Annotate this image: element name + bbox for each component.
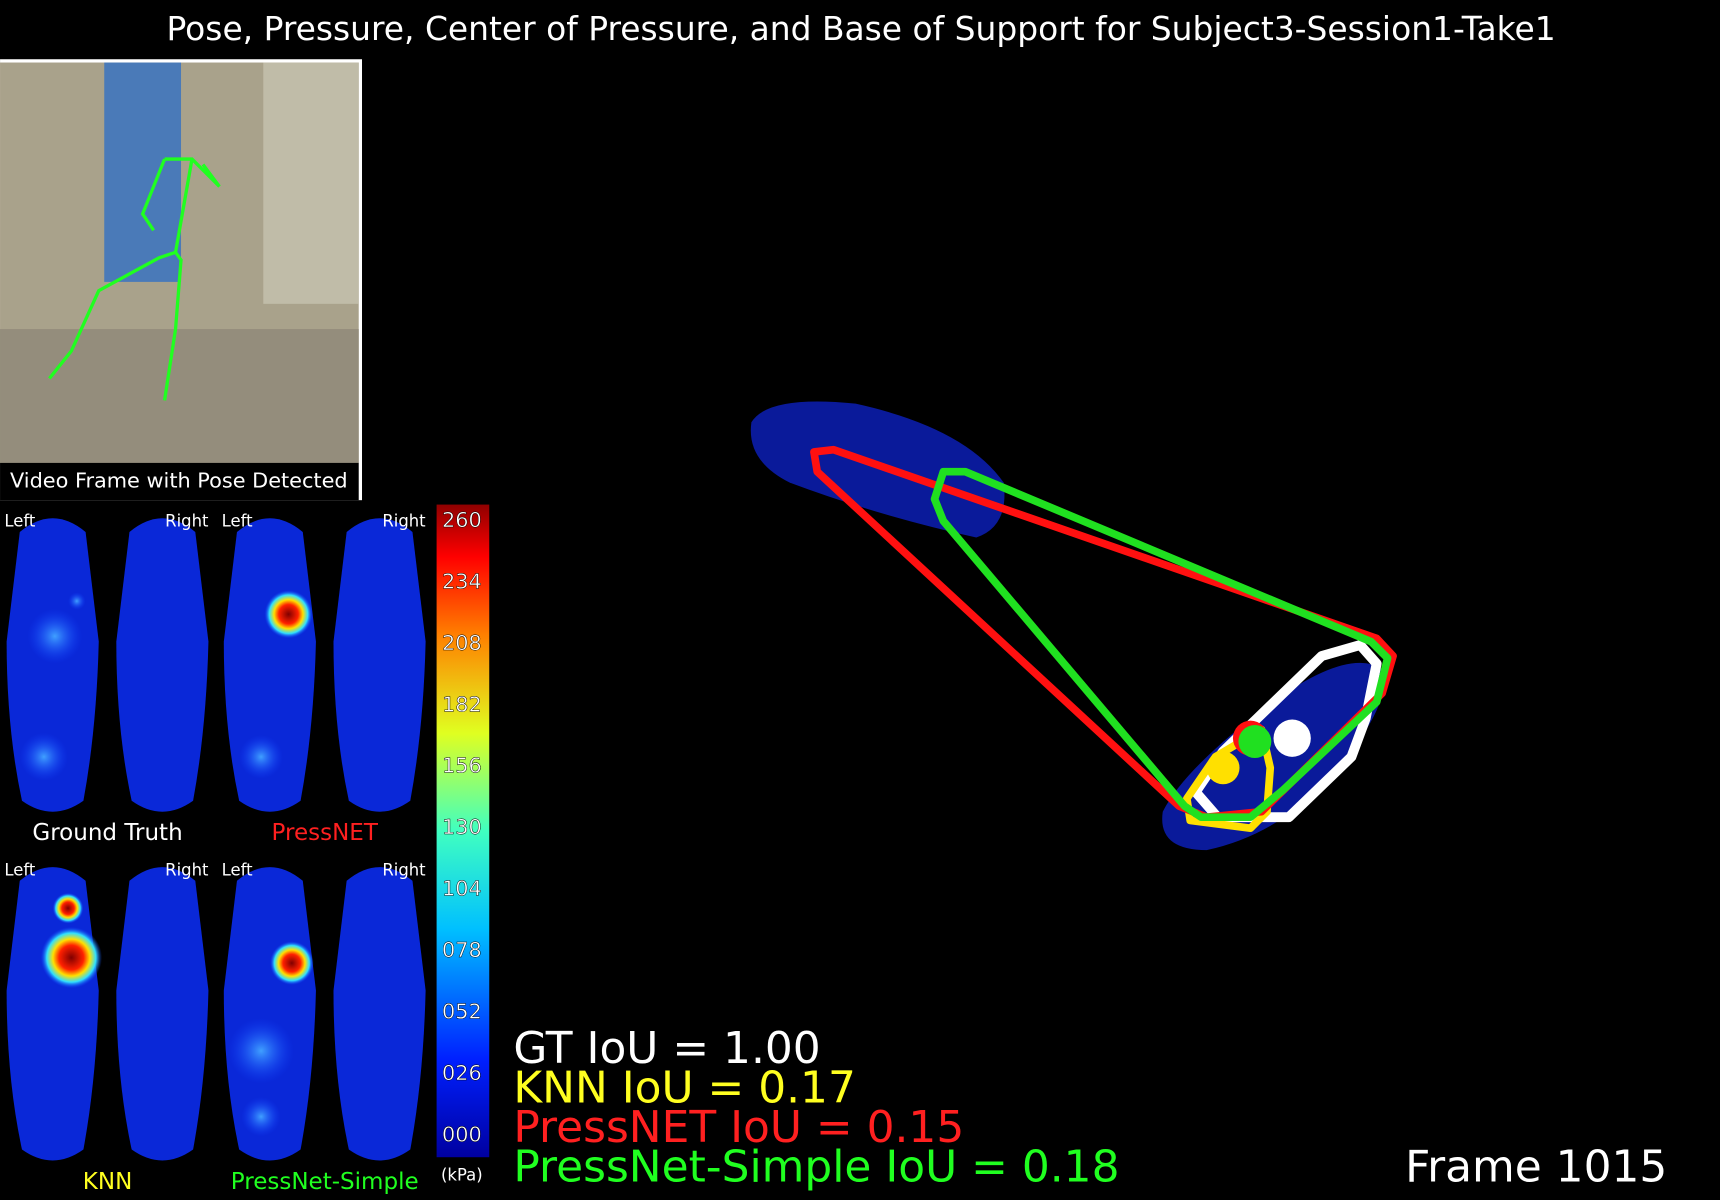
colorbar-tick: 156 (442, 754, 482, 778)
colorbar-tick: 182 (442, 692, 482, 716)
left-label: Left (4, 512, 35, 531)
iou-line: GT IoU = 1.00 (513, 1023, 820, 1074)
right-label: Right (165, 860, 209, 879)
colorbar-tick: 026 (442, 1061, 482, 1085)
colorbar-ticks: 260 234 208 182 156 130 104 078 052 026 000 (442, 508, 482, 1147)
left-label: Left (4, 860, 35, 879)
left-label: Left (222, 860, 253, 879)
panel-name: Ground Truth (32, 820, 182, 846)
pressure-panel: Left Right PressNET (217, 504, 432, 851)
colorbar-unit: (kPa) (441, 1165, 483, 1184)
right-label: Right (382, 860, 426, 879)
iou-line: KNN IoU = 0.17 (513, 1062, 855, 1113)
panel-name: PressNET (272, 820, 379, 846)
colorbar-tick: 260 (442, 508, 482, 532)
colorbar-tick: 234 (442, 569, 482, 593)
colorbar-tick: 104 (442, 877, 482, 901)
support-plot (750, 401, 1397, 851)
pressure-panel: Left Right KNN (0, 853, 214, 1199)
colorbar-tick: 208 (442, 631, 482, 655)
pressure-panel: Left Right Ground Truth (0, 504, 214, 851)
panel-name: PressNet-Simple (231, 1169, 419, 1195)
right-label: Right (382, 512, 426, 531)
colorbar-tick: 000 (442, 1122, 482, 1146)
title: Pose, Pressure, Center of Pressure, and … (167, 9, 1556, 48)
video-frame (0, 62, 359, 501)
colorbar-tick: 078 (442, 938, 482, 962)
panel-name: KNN (83, 1169, 133, 1195)
video-caption: Video Frame with Pose Detected (10, 469, 348, 493)
left-label: Left (222, 512, 253, 531)
pressure-panel: Left Right PressNet-Simple (217, 853, 432, 1199)
colorbar (436, 504, 490, 1158)
iou-line: PressNet-Simple IoU = 0.18 (513, 1141, 1119, 1192)
colorbar-tick: 052 (442, 999, 482, 1023)
colorbar-tick: 130 (442, 815, 482, 839)
iou-line: PressNET IoU = 0.15 (513, 1102, 964, 1153)
frame-number: Frame 1015 (1405, 1141, 1667, 1192)
right-label: Right (165, 512, 209, 531)
